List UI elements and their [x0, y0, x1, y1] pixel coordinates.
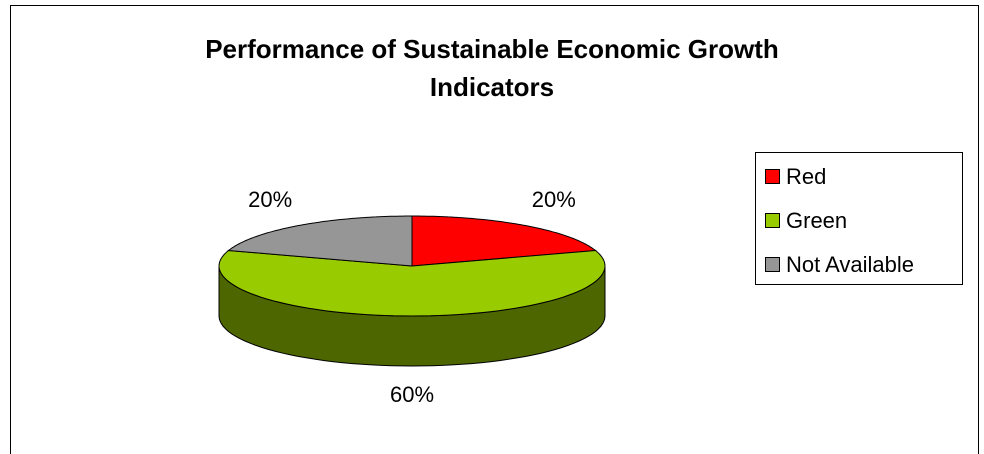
legend-swatch [765, 213, 780, 228]
pie-slice [226, 215, 413, 267]
data-label: 20% [248, 187, 292, 212]
legend: Red Green Not Available [765, 164, 914, 277]
chart-border [10, 5, 979, 454]
legend-label: Not Available [786, 252, 914, 277]
legend-box [755, 152, 963, 285]
data-label: 20% [532, 187, 576, 212]
pie-slice [411, 215, 598, 267]
legend-label: Red [786, 164, 826, 189]
legend-swatch [765, 169, 780, 184]
pie-slice [218, 249, 606, 317]
legend-swatch [765, 257, 780, 272]
chart-title: Performance of Sustainable Economic Grow… [205, 34, 779, 102]
legend-label: Green [786, 208, 847, 233]
pie: 20% 60% 20% [218, 187, 606, 407]
data-label: 60% [390, 382, 434, 407]
